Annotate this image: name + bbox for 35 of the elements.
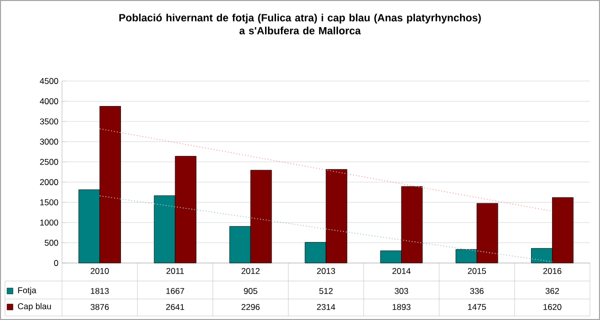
x-tick-label: 2012	[242, 268, 260, 274]
line-series	[99, 195, 553, 262]
data-label: 3876	[90, 304, 109, 310]
y-tick-label: 2000	[40, 179, 58, 186]
y-tick-label: 2500	[40, 158, 58, 165]
x-tick-label: 2011	[166, 268, 184, 274]
y-tick-label: 1000	[40, 220, 58, 226]
y-tick-label: 1500	[40, 199, 58, 206]
y-tick-label: 4500	[40, 78, 58, 84]
legend-label: Fotja	[18, 287, 36, 295]
chart-title: Població hivernant de fotja (Fulica atra) i cap blau (Anas platyrhynchos) a s'Albufera de Mallorca	[119, 14, 481, 34]
y-tick-label: 0	[54, 260, 58, 266]
data-label: 1620	[544, 304, 562, 310]
data-label: 2296	[242, 304, 260, 310]
data-label: 512	[319, 288, 333, 294]
x-tick-label: 2015	[468, 268, 486, 274]
data-label: 1893	[392, 304, 410, 310]
x-tick-label: 2013	[317, 268, 336, 274]
y-tick-label: 4000	[40, 98, 58, 104]
x-tick-label: 2010	[90, 268, 109, 274]
y-tick-label: 3000	[40, 138, 58, 145]
data-label: 1667	[166, 288, 184, 294]
y-tick-label: 500	[44, 240, 58, 246]
data-label: 1813	[90, 288, 109, 294]
data-label: 2314	[317, 304, 336, 310]
x-tick-label: 2014	[392, 268, 411, 274]
data-label: 1475	[468, 304, 486, 310]
y-tick-label: 3500	[40, 118, 58, 124]
data-label: 362	[546, 288, 559, 294]
x-tick-label: 2016	[543, 268, 562, 274]
data-label: 336	[470, 288, 484, 294]
data-label: 303	[394, 288, 408, 294]
data-label: 905	[244, 288, 258, 294]
legend-label: Cap blau	[18, 303, 51, 311]
data-label: 2641	[166, 304, 184, 310]
